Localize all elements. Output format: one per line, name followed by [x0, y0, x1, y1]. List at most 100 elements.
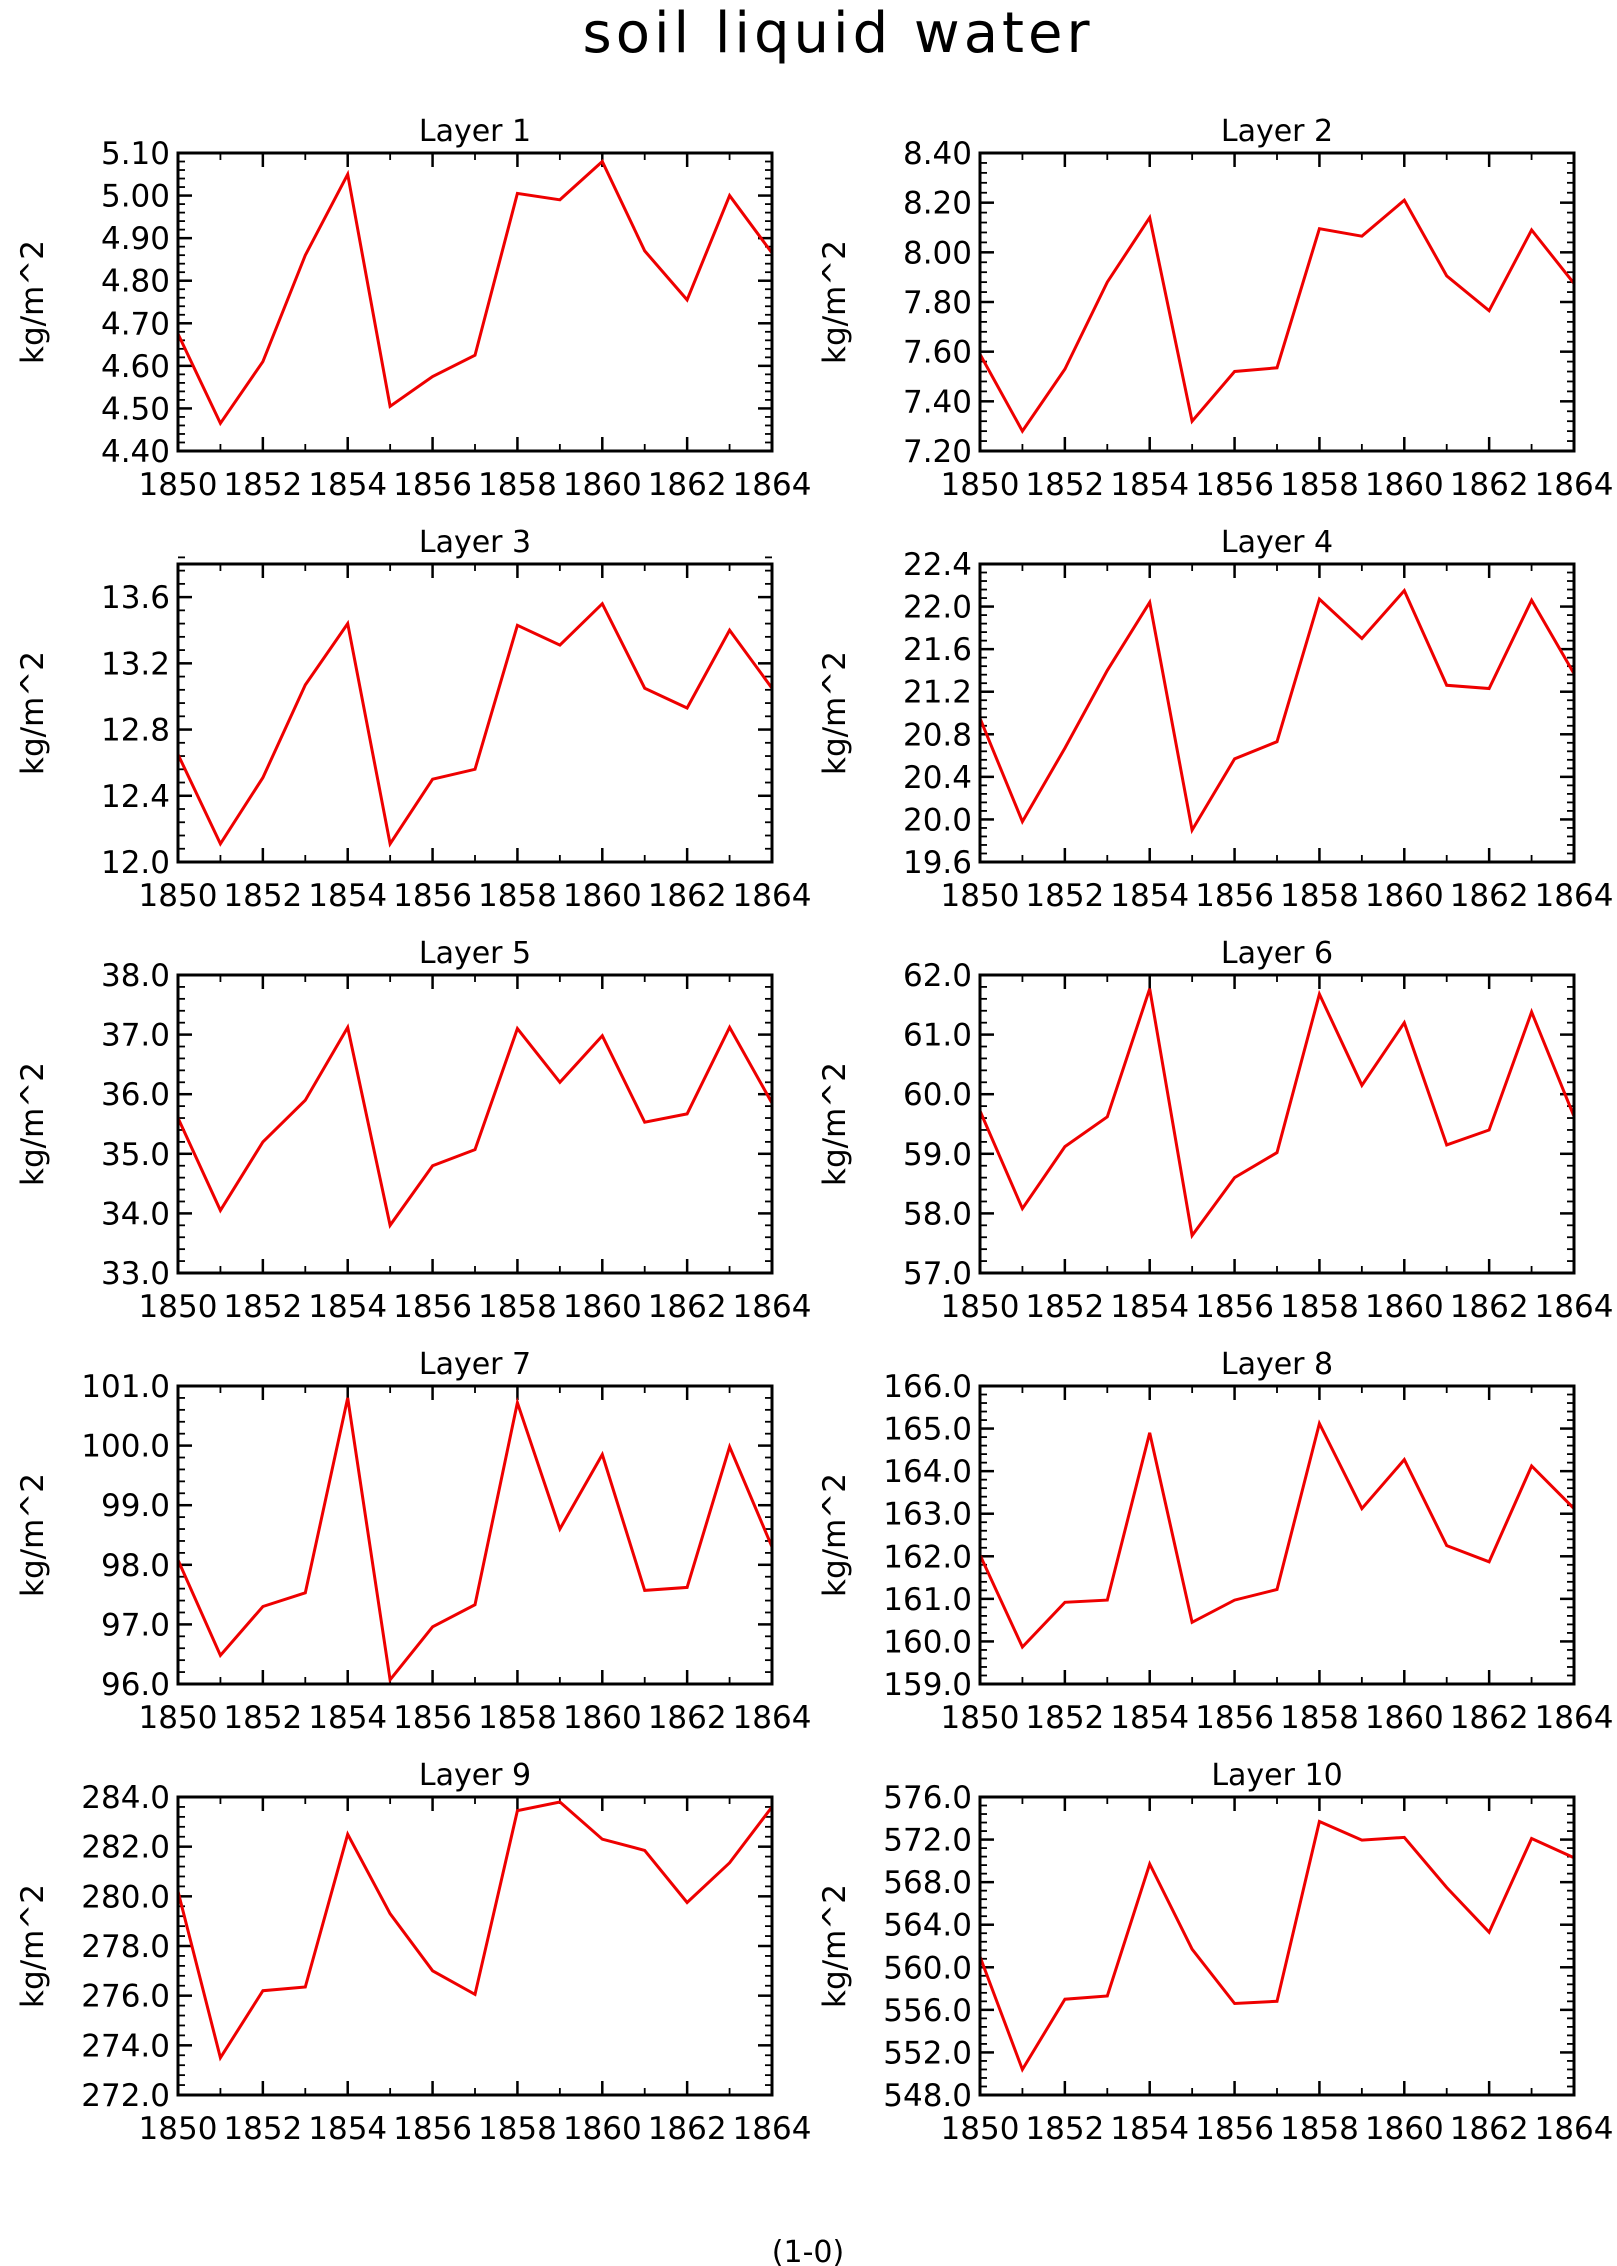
series-line — [176, 601, 774, 848]
y-tick-label: 166.0 — [883, 1369, 972, 1405]
y-axis-label: kg/m^2 — [15, 1473, 51, 1597]
x-tick-label: 1864 — [1535, 878, 1614, 914]
y-tick-label: 8.20 — [903, 186, 972, 222]
y-axis-label: kg/m^2 — [15, 1062, 51, 1186]
panel-title: Layer 8 — [1221, 1347, 1333, 1382]
x-tick-label: 1856 — [1195, 2111, 1274, 2147]
y-tick-label: 274.0 — [81, 2028, 170, 2064]
y-tick-label: 552.0 — [883, 2035, 972, 2071]
x-tick-label: 1860 — [563, 1700, 642, 1736]
y-tick-label: 576.0 — [883, 1780, 972, 1816]
y-tick-label: 548.0 — [883, 2078, 972, 2114]
panel-layer-4: Layer 4 kg/m^2 19.6 20.0 20.4 20.8 21.2 21.6 22.… — [817, 525, 1613, 914]
series-line — [978, 1819, 1575, 2073]
y-tick-label: 37.0 — [101, 1018, 170, 1054]
x-tick-label: 1854 — [308, 1700, 387, 1736]
y-axis-label: kg/m^2 — [817, 240, 853, 364]
y-tick-label: 276.0 — [81, 1979, 170, 2015]
panel-title: Layer 9 — [419, 1758, 531, 1793]
y-tick-label: 12.4 — [101, 779, 170, 815]
x-tick-label: 1854 — [308, 467, 387, 503]
x-tick-label: 1852 — [1025, 1700, 1104, 1736]
panel-layer-8: Layer 8 kg/m^2 159.0 160.0 161.0 162.0 163.0 16… — [817, 1347, 1613, 1736]
x-tick-label: 1852 — [223, 878, 302, 914]
y-tick-label: 162.0 — [883, 1539, 972, 1575]
y-tick-label: 556.0 — [883, 1993, 972, 2029]
x-tick-label: 1860 — [563, 1289, 642, 1325]
y-tick-label: 19.6 — [903, 845, 972, 881]
x-tick-label: 1860 — [1365, 1700, 1444, 1736]
plot-frame — [978, 151, 1576, 453]
y-tick-label: 62.0 — [903, 958, 972, 994]
y-tick-label: 98.0 — [101, 1548, 170, 1584]
y-tick-label: 7.60 — [903, 335, 972, 371]
x-tick-label: 1852 — [223, 467, 302, 503]
y-tick-label: 278.0 — [81, 1929, 170, 1965]
x-tick-label: 1856 — [393, 1700, 472, 1736]
x-tick-label: 1856 — [393, 878, 472, 914]
x-tick-label: 1864 — [1535, 467, 1614, 503]
x-tick-label: 1854 — [1110, 1289, 1189, 1325]
x-tick-label: 1854 — [1110, 467, 1189, 503]
x-tick-label: 1864 — [1535, 1700, 1614, 1736]
plot-frame — [176, 1384, 774, 1686]
x-tick-label: 1864 — [1535, 2111, 1614, 2147]
x-tick-label: 1850 — [941, 878, 1020, 914]
x-tick-label: 1864 — [733, 2111, 812, 2147]
x-tick-label: 1862 — [1450, 1700, 1529, 1736]
x-tick-label: 1850 — [139, 878, 218, 914]
x-tick-label: 1864 — [1535, 1289, 1614, 1325]
panel-layer-2: Layer 2 kg/m^2 7.20 7.40 7.60 7.80 8.00 8.20 8.4… — [817, 114, 1613, 503]
x-tick-label: 1858 — [478, 1700, 557, 1736]
y-tick-label: 20.0 — [903, 802, 972, 838]
y-tick-label: 4.50 — [101, 391, 170, 427]
y-tick-label: 568.0 — [883, 1865, 972, 1901]
x-tick-label: 1852 — [1025, 1289, 1104, 1325]
y-tick-label: 36.0 — [101, 1077, 170, 1113]
y-tick-label: 35.0 — [101, 1137, 170, 1173]
plot-frame — [176, 1795, 774, 2097]
panel-title: Layer 6 — [1221, 936, 1333, 971]
x-tick-label: 1864 — [733, 467, 812, 503]
y-tick-label: 58.0 — [903, 1196, 972, 1232]
y-tick-label: 97.0 — [101, 1607, 170, 1643]
x-tick-label: 1850 — [139, 1700, 218, 1736]
x-tick-label: 1862 — [1450, 878, 1529, 914]
y-tick-label: 4.90 — [101, 221, 170, 257]
panel-title: Layer 4 — [1221, 525, 1333, 560]
y-tick-label: 284.0 — [81, 1780, 170, 1816]
y-axis-label: kg/m^2 — [15, 651, 51, 775]
x-tick-label: 1856 — [1195, 1289, 1274, 1325]
x-tick-label: 1852 — [1025, 2111, 1104, 2147]
panel-title: Layer 10 — [1211, 1758, 1342, 1793]
y-tick-label: 34.0 — [101, 1196, 170, 1232]
x-tick-label: 1854 — [308, 878, 387, 914]
y-tick-label: 38.0 — [101, 958, 170, 994]
y-tick-label: 5.00 — [101, 179, 170, 215]
x-tick-label: 1856 — [393, 1289, 472, 1325]
x-tick-label: 1854 — [308, 2111, 387, 2147]
y-tick-label: 280.0 — [81, 1879, 170, 1915]
y-tick-label: 165.0 — [883, 1412, 972, 1448]
x-tick-label: 1862 — [1450, 467, 1529, 503]
y-tick-label: 33.0 — [101, 1256, 170, 1292]
x-tick-label: 1856 — [1195, 878, 1274, 914]
plot-frame — [978, 973, 1576, 1275]
y-tick-label: 4.70 — [101, 306, 170, 342]
x-tick-label: 1858 — [478, 1289, 557, 1325]
x-tick-label: 1860 — [563, 878, 642, 914]
y-tick-label: 13.6 — [101, 580, 170, 616]
x-tick-label: 1856 — [393, 467, 472, 503]
y-tick-label: 159.0 — [883, 1667, 972, 1703]
y-tick-label: 4.60 — [101, 349, 170, 385]
y-tick-label: 12.0 — [101, 845, 170, 881]
x-tick-label: 1858 — [478, 467, 557, 503]
y-tick-label: 160.0 — [883, 1624, 972, 1660]
y-tick-label: 7.20 — [903, 434, 972, 470]
series-line — [978, 587, 1576, 835]
y-tick-label: 61.0 — [903, 1018, 972, 1054]
y-axis-label: kg/m^2 — [15, 240, 51, 364]
x-tick-label: 1862 — [1450, 2111, 1529, 2147]
series-line — [978, 988, 1576, 1240]
x-tick-label: 1860 — [563, 467, 642, 503]
